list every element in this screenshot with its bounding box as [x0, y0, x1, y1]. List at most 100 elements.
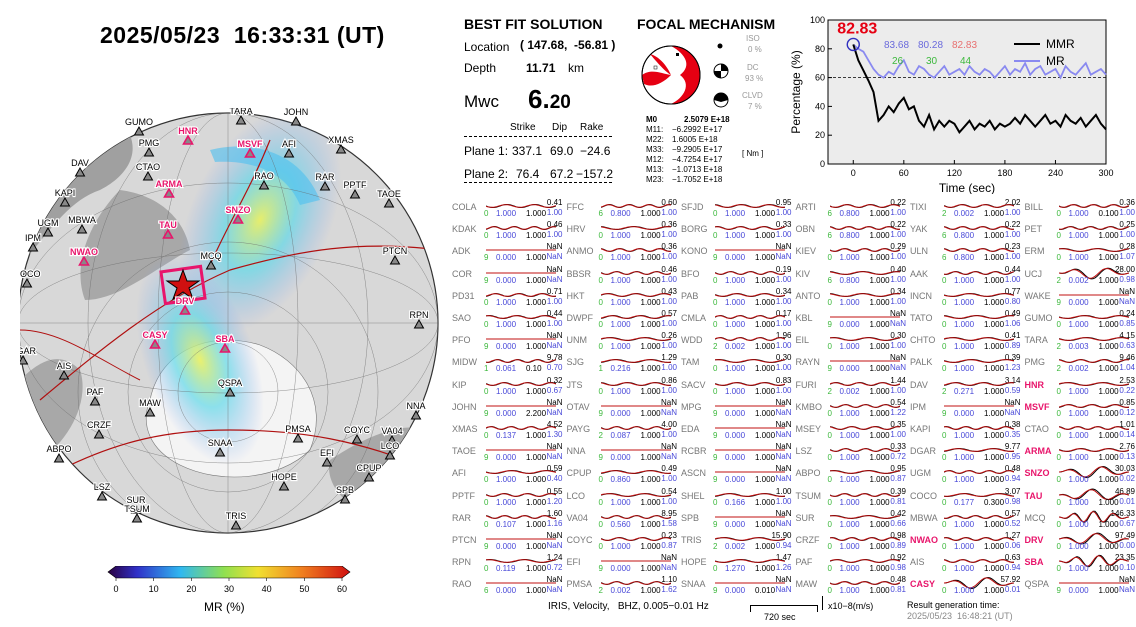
- waveform-param: 1.000: [1099, 387, 1119, 396]
- station-label: NNA: [406, 401, 425, 411]
- waveform-param: 9: [484, 409, 488, 418]
- station-label: DGAR: [20, 346, 36, 356]
- waveform-param: 1.000: [1099, 498, 1119, 507]
- waveform-param: 0.010: [755, 586, 775, 595]
- waveform-param: 0.10: [526, 364, 542, 373]
- waveform-param: 1.000: [755, 409, 775, 418]
- waveform-param: 1.000: [954, 453, 974, 462]
- station-label: HOPE: [271, 472, 297, 482]
- waveform-station-name: ARTI: [796, 202, 816, 212]
- waveform-param: 0: [942, 542, 946, 551]
- waveform-station-name: PAB: [681, 291, 698, 301]
- waveform-station-name: PET: [1025, 224, 1043, 234]
- waveform-param: 1.000: [641, 453, 661, 462]
- waveform-param: 1.000: [496, 498, 516, 507]
- iso-glyph: [716, 42, 724, 50]
- waveform-param: 0.000: [840, 364, 860, 373]
- waveform-param: 1.000: [954, 475, 974, 484]
- waveform-param: 0: [828, 298, 832, 307]
- waveform-station-name: MPG: [681, 402, 702, 412]
- colorbar-tick-label: 10: [149, 584, 159, 594]
- waveform-param: 0: [828, 520, 832, 529]
- waveform-station-name: ULN: [910, 246, 928, 256]
- waveform-param: 1.000: [641, 276, 661, 285]
- waveform-param: 0: [484, 498, 488, 507]
- station-label: PPTF: [343, 180, 367, 190]
- waveform-param: 0.061: [496, 364, 516, 373]
- synthetic-trace: [601, 293, 671, 296]
- waveform-param: 9: [599, 453, 603, 462]
- waveform-param: 1.000: [984, 364, 1004, 373]
- waveform-param: 1.000: [840, 453, 860, 462]
- waveform-param: 1.000: [641, 498, 661, 507]
- waveform-param: 9: [599, 409, 603, 418]
- waveform-param: 1.000: [755, 475, 775, 484]
- station-label: COCO: [20, 269, 41, 279]
- colorbar-tick-label: 30: [224, 584, 234, 594]
- waveform-param: 6: [599, 209, 603, 218]
- waveform-param: 1.000: [1069, 409, 1089, 418]
- waveform-param: 6: [828, 209, 832, 218]
- tensor-key: M0: [646, 115, 657, 124]
- waveform-param: 0: [828, 342, 832, 351]
- waveform-param: 1.000: [755, 209, 775, 218]
- tensor-key: M22:: [646, 135, 664, 144]
- x-tick-label: 240: [1048, 168, 1063, 178]
- mw-label: Mwc: [464, 92, 499, 112]
- waveform-param: 0.100: [1099, 209, 1119, 218]
- station-label: TAOE: [377, 189, 401, 199]
- waveform-param: 1.000: [1069, 542, 1089, 551]
- waveform-station-name: XMAS: [452, 424, 478, 434]
- waveform-param: 0: [1057, 453, 1061, 462]
- plane2-strike: 76.4: [516, 167, 539, 181]
- waveform-param: 0: [942, 586, 946, 595]
- waveform-param: 1.000: [840, 586, 860, 595]
- waveform-param: 1.000: [1099, 453, 1119, 462]
- waveform-param: 0: [1057, 231, 1061, 240]
- waveform-param: 0.002: [840, 387, 860, 396]
- waveform-param: 1.000: [1099, 542, 1119, 551]
- station-label: TSUM: [124, 504, 150, 514]
- waveform-param: 9: [484, 253, 488, 262]
- tensor-row: M11:−6.2992 E+17: [646, 125, 776, 135]
- station-label: MCQ: [201, 251, 222, 261]
- synthetic-trace: [715, 538, 785, 541]
- station-label: LSZ: [94, 482, 111, 492]
- waveform-param: 0.560: [611, 520, 631, 529]
- waveform-param: 1.000: [755, 542, 775, 551]
- station-label: CTAO: [136, 162, 160, 172]
- waveform-param: 1.000: [870, 320, 890, 329]
- waveform-param: 2.200: [526, 409, 546, 418]
- waveform-param: 1.000: [755, 253, 775, 262]
- station-label: SNAA: [208, 438, 233, 448]
- waveform-station-name: AIS: [910, 557, 925, 567]
- waveform-param: 1.000: [840, 342, 860, 351]
- mr-stat-value: 82.83: [952, 40, 977, 51]
- waveform-param: 9: [713, 475, 717, 484]
- waveform-station-name: SAO: [452, 313, 471, 323]
- waveform-param: 0: [828, 431, 832, 440]
- waveform-station-name: RAO: [452, 579, 472, 589]
- y-tick-label: 80: [815, 44, 825, 54]
- waveform-param: 0: [484, 231, 488, 240]
- waveform-station-name: WAKE: [1025, 291, 1051, 301]
- waveform-param: 1.000: [641, 209, 661, 218]
- synthetic-trace: [944, 493, 1014, 496]
- waveform-station-name: AAK: [910, 269, 928, 279]
- station-label: SNZO: [225, 205, 250, 215]
- waveform-station-name: MBWA: [910, 513, 938, 523]
